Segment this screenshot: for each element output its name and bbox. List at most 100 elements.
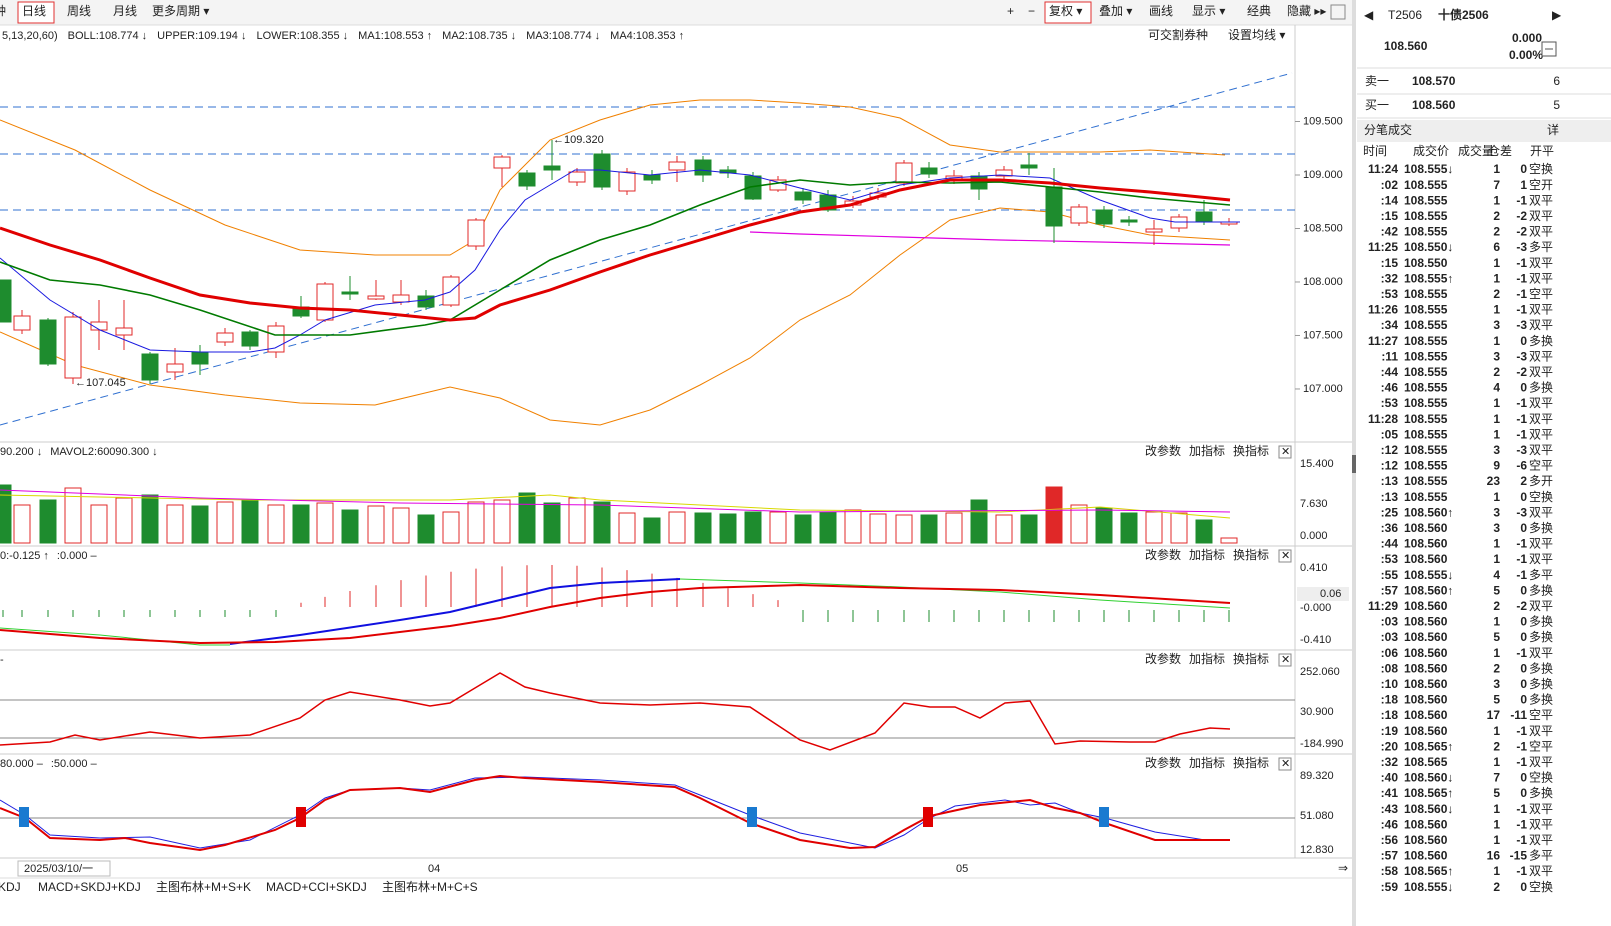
volume-bar: [392, 507, 410, 544]
tick-oi-change: 0: [1520, 615, 1527, 629]
candle-body: [241, 331, 259, 347]
close-icon[interactable]: [1330, 4, 1346, 20]
button-selected[interactable]: [1044, 1, 1092, 24]
volume-bar: [442, 511, 460, 544]
kdj-signal: [19, 807, 29, 827]
tick-nature: 多换: [1529, 615, 1553, 629]
volume-bar: [0, 484, 12, 544]
tick-nature: 多平: [1529, 240, 1553, 254]
toolbar-button[interactable]: 经典: [1247, 4, 1271, 18]
tick-price: 108.560: [1404, 537, 1448, 551]
scroll-arrow: ⇒: [1338, 861, 1348, 875]
tick-volume: 1: [1493, 833, 1500, 847]
candle-body: [1195, 211, 1213, 222]
close-box[interactable]: [1278, 757, 1292, 771]
panel-button[interactable]: 换指标: [1233, 547, 1269, 562]
template-tab[interactable]: KDJ: [0, 880, 21, 894]
template-tab[interactable]: MACD+CCI+SKDJ: [266, 880, 367, 894]
tick-oi-change: 0: [1520, 771, 1527, 785]
panel-button[interactable]: 改参数: [1145, 443, 1181, 458]
contract-code: T2506: [1388, 8, 1422, 22]
tick-time: :05: [1381, 427, 1399, 441]
template-tab[interactable]: 主图布林+M+C+S: [382, 880, 478, 894]
panel-button[interactable]: 改参数: [1145, 755, 1181, 770]
volume-bar: [719, 513, 737, 544]
tick-oi-change: -3: [1516, 505, 1527, 519]
tick-time: :15: [1381, 256, 1399, 270]
tick-price: 108.555: [1404, 334, 1448, 348]
volume-bar: [90, 504, 108, 544]
tick-time: :34: [1381, 318, 1399, 332]
tick-volume: 1: [1493, 396, 1500, 410]
column-header: 成交量: [1458, 143, 1494, 158]
period-button[interactable]: 日线: [22, 4, 46, 18]
tick-nature: 空开: [1529, 178, 1553, 192]
tick-time: :55: [1381, 568, 1399, 582]
panel-button[interactable]: 换指标: [1233, 755, 1269, 770]
close-box[interactable]: [1278, 653, 1292, 667]
toolbar-button[interactable]: −: [1028, 4, 1035, 18]
kdj-signal: [923, 807, 933, 827]
tick-volume: 1: [1493, 615, 1500, 629]
tick-volume: 1: [1493, 334, 1500, 348]
period-button[interactable]: 月线: [113, 4, 137, 18]
candle-body: [794, 191, 812, 201]
period-button[interactable]: 周线: [67, 4, 91, 18]
panel-button[interactable]: 改参数: [1145, 547, 1181, 562]
tick-price: 108.560: [1404, 661, 1448, 675]
panel-button[interactable]: 换指标: [1233, 651, 1269, 666]
tick-price: 108.560: [1404, 630, 1448, 644]
panel-button[interactable]: 加指标: [1189, 443, 1225, 458]
tick-time: 11:29: [1368, 599, 1398, 613]
template-tab[interactable]: MACD+SKDJ+KDJ: [38, 880, 141, 894]
tick-price: 108.560: [1404, 849, 1448, 863]
close-box[interactable]: [1278, 445, 1292, 459]
panel-legend: 80.000 –: [0, 758, 44, 770]
panel-button[interactable]: 改参数: [1145, 651, 1181, 666]
deliverable-button[interactable]: 可交割券种: [1148, 27, 1208, 42]
tick-volume: 1: [1493, 552, 1500, 566]
tick-volume: 17: [1487, 708, 1501, 722]
tick-oi-change: -15: [1510, 849, 1528, 863]
panel-close[interactable]: ✕: [1281, 758, 1290, 770]
volume-bar: [920, 514, 938, 544]
detail-button[interactable]: 详: [1547, 122, 1559, 137]
toolbar-button[interactable]: 隐藏 ▸▸: [1287, 4, 1326, 18]
tick-volume: 23: [1487, 474, 1501, 488]
candle-body: [392, 294, 410, 303]
axis-highlight: [1297, 587, 1349, 601]
tick-nature: 双平: [1529, 864, 1553, 878]
tick-price: 108.555: [1404, 193, 1448, 207]
volume-bar: [267, 504, 285, 544]
period-button[interactable]: 更多周期 ▾: [152, 4, 209, 18]
panel-axis-label: 0.000: [1300, 530, 1328, 542]
panel-button[interactable]: 换指标: [1233, 443, 1269, 458]
tick-oi-change: 2: [1520, 474, 1527, 488]
template-tab[interactable]: 主图布林+M+S+K: [156, 880, 251, 894]
panel-legend: :50.000 –: [51, 758, 98, 770]
tick-oi-change: -1: [1516, 568, 1527, 582]
toolbar-button[interactable]: 显示 ▾: [1192, 4, 1225, 18]
splitter-handle[interactable]: [1352, 455, 1356, 473]
panel-button[interactable]: 加指标: [1189, 547, 1225, 562]
tick-time: :32: [1381, 755, 1399, 769]
panel-button[interactable]: 加指标: [1189, 755, 1225, 770]
panel-button[interactable]: 加指标: [1189, 651, 1225, 666]
panel-close[interactable]: ✕: [1281, 654, 1290, 666]
tick-nature: 空换: [1529, 490, 1553, 504]
toolbar-button[interactable]: 叠加 ▾: [1099, 4, 1132, 18]
panel-close[interactable]: ✕: [1281, 446, 1290, 458]
boll-lower: [0, 207, 1231, 426]
panel-close[interactable]: ✕: [1281, 550, 1290, 562]
volume-bar: [1070, 504, 1088, 544]
period-button[interactable]: 钟: [0, 3, 6, 18]
tick-nature: 双平: [1529, 225, 1553, 239]
tab-selected[interactable]: [17, 1, 55, 24]
close-box[interactable]: [1278, 549, 1292, 563]
toolbar-button[interactable]: 画线: [1149, 4, 1173, 18]
volume-bar: [769, 511, 787, 544]
toolbar-button[interactable]: 复权 ▾: [1049, 4, 1082, 18]
toolbar-button[interactable]: +: [1007, 4, 1014, 18]
ma-settings-button[interactable]: 设置均线 ▾: [1228, 28, 1285, 42]
tick-oi-change: -11: [1510, 708, 1527, 722]
